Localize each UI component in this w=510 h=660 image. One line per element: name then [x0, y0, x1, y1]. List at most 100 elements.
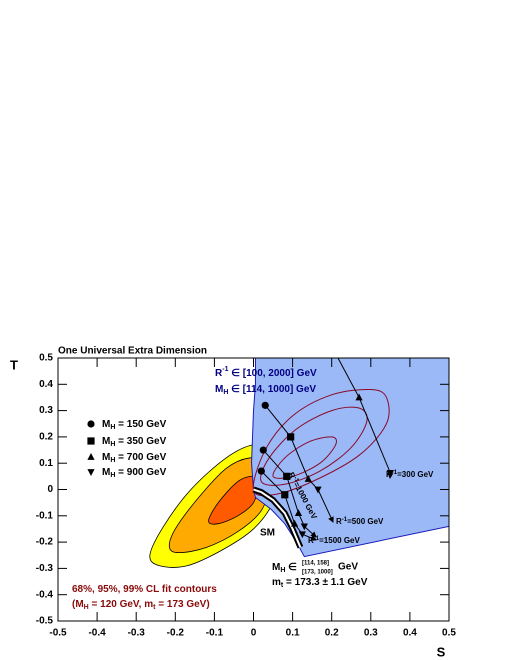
x-tick-label: -0.5 — [49, 628, 67, 639]
text-part: = 150 GeV — [115, 419, 166, 430]
annotation: [114, 158] — [302, 561, 329, 567]
x-tick-label: -0.2 — [167, 628, 185, 639]
y-tick-label: -0.4 — [36, 589, 54, 600]
text-part: M — [102, 419, 110, 430]
text-part: ∈ — [285, 562, 297, 573]
marker — [294, 509, 303, 517]
y-axis-label: T — [10, 357, 18, 372]
x-tick-label: 0 — [251, 628, 257, 639]
text-part: M — [102, 436, 110, 447]
ued-contour — [272, 436, 337, 479]
text-part: 68%, 95%, 99% CL fit contours — [72, 584, 217, 595]
chart-title: One Universal Extra Dimension — [58, 346, 207, 357]
marker — [300, 523, 308, 531]
legend-label: MH = 700 GeV — [102, 452, 167, 465]
r-curve-label: R-1=500 GeV — [336, 517, 384, 527]
text-part: =500 GeV — [347, 517, 384, 526]
sm-label: SM — [260, 528, 275, 539]
marker — [87, 469, 95, 476]
ued-contour — [252, 388, 390, 497]
legend-label: MH = 900 GeV — [102, 467, 167, 480]
text-part: = 350 GeV — [115, 436, 166, 447]
text-part: ∈ [100, 2000] GeV — [228, 368, 317, 379]
plot-layers — [149, 358, 449, 568]
annotation: MH ∈ — [272, 562, 297, 575]
x-tick-label: 0.4 — [403, 628, 417, 639]
annotation: R-1 ∈ [100, 2000] GeV — [215, 366, 317, 378]
text-part: = 173.3 ± 1.1 GeV — [283, 577, 367, 588]
r-curve-label: R-1=1500 GeV — [308, 536, 360, 546]
text-part: M — [102, 452, 110, 463]
x-tick-label: -0.3 — [128, 628, 146, 639]
y-tick-label: 0.5 — [39, 353, 53, 364]
ued-region — [251, 358, 449, 558]
text-part: =1500 GeV — [319, 536, 360, 545]
annotation: 68%, 95%, 99% CL fit contours — [72, 584, 217, 595]
text-part: M — [215, 384, 223, 395]
text-part: M — [272, 562, 280, 573]
y-tick-label: 0.2 — [39, 432, 53, 443]
annotation: mt = 173.3 ± 1.1 GeV — [272, 577, 368, 590]
x-tick-label: -0.4 — [88, 628, 106, 639]
marker — [257, 467, 265, 475]
text-part: (M — [72, 599, 84, 610]
x-tick-label: 0.1 — [286, 628, 300, 639]
text-part: t — [281, 582, 284, 589]
text-part: R — [286, 471, 297, 481]
r-curve-label: R-1=300 GeV — [386, 470, 434, 480]
text-part: = 900 GeV — [115, 467, 166, 478]
text-part: = 120 GeV, m — [89, 599, 154, 610]
text-part: m — [272, 577, 281, 588]
x-axis-label: S — [437, 644, 446, 659]
y-tick-label: -0.3 — [36, 563, 54, 574]
marker — [87, 453, 95, 460]
text-part: = 173 GeV) — [155, 599, 209, 610]
y-tick-label: 0.3 — [39, 405, 53, 416]
text-part: -1 — [292, 476, 300, 484]
marker — [87, 420, 95, 428]
text-part: H — [223, 389, 228, 396]
y-tick-label: 0.1 — [39, 458, 53, 469]
marker — [355, 393, 363, 401]
text-part: ∈ [114, 1000] GeV — [228, 384, 316, 395]
annotation: [173, 1000] — [302, 570, 333, 576]
text-part: R — [215, 368, 223, 379]
x-tick-label: -0.1 — [206, 628, 224, 639]
annotation: GeV — [338, 562, 358, 573]
text-part: H — [110, 457, 115, 464]
marker — [287, 433, 295, 441]
y-tick-label: -0.1 — [36, 510, 54, 521]
text-part: R — [308, 536, 314, 545]
y-tick-label: 0 — [47, 484, 53, 495]
text-part: t — [153, 604, 156, 611]
x-tick-label: 0.5 — [442, 628, 456, 639]
text-part: R — [336, 517, 342, 526]
text-part: = 700 GeV — [115, 452, 166, 463]
marker — [314, 486, 322, 494]
text-part: -1 — [342, 517, 348, 523]
sm-band-core — [253, 488, 302, 548]
marker — [298, 531, 306, 539]
marker — [259, 446, 267, 454]
text-part: H — [110, 441, 115, 448]
marker — [87, 437, 95, 445]
text-part: R — [386, 470, 392, 479]
text-part: M — [102, 467, 110, 478]
marker — [283, 472, 291, 480]
marker — [290, 519, 299, 527]
text-part: H — [110, 424, 115, 431]
text-part: -1 — [392, 470, 398, 476]
annotation: MH ∈ [114, 1000] GeV — [215, 384, 316, 397]
y-tick-label: -0.2 — [36, 537, 54, 548]
text-part: H — [84, 604, 89, 611]
y-tick-label: 0.4 — [39, 379, 53, 390]
x-tick-label: 0.3 — [364, 628, 378, 639]
marker — [281, 491, 289, 499]
marker — [304, 475, 312, 482]
x-tick-label: 0.2 — [325, 628, 339, 639]
text-part: H — [280, 567, 285, 574]
text-part: H — [110, 472, 115, 479]
marker — [261, 401, 269, 409]
marker — [386, 470, 394, 477]
